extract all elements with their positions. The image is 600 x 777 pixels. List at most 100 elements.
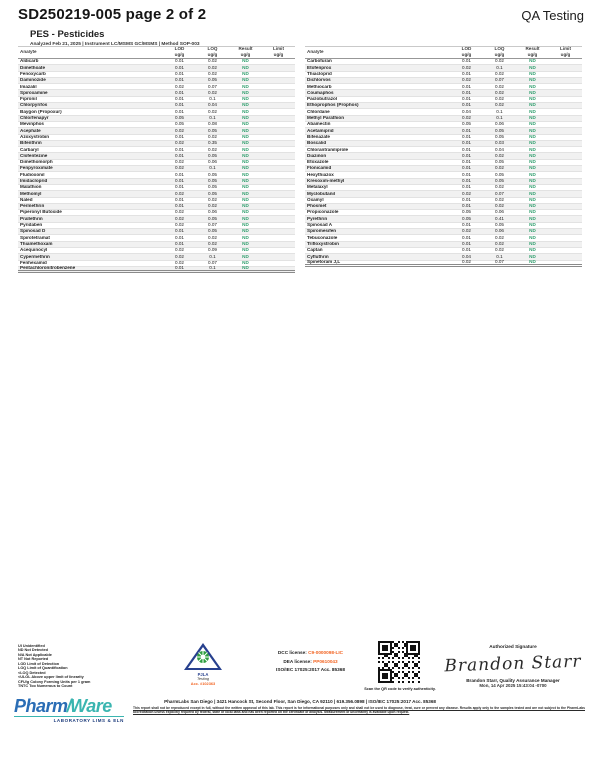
result-value: ND bbox=[242, 203, 249, 209]
lod-value: 0.01 bbox=[175, 171, 184, 177]
pjla-name: PJLA bbox=[197, 672, 209, 677]
table-row: Coumaphos 0.01 0.02 ND bbox=[305, 89, 582, 97]
table-row: Pyridaben 0.02 0.07 ND bbox=[18, 222, 295, 230]
lod-value: 0.01 bbox=[462, 171, 471, 177]
analyte-name: Pentachloronitrobenzene bbox=[20, 266, 76, 271]
result-value: ND bbox=[529, 215, 536, 221]
analyte-name: Aldicarb bbox=[20, 59, 39, 64]
loq-value: 0.05 bbox=[495, 127, 504, 133]
analyte-name: Hexythiazox bbox=[307, 172, 334, 177]
analyte-name: Malathion bbox=[20, 185, 42, 190]
table-row: Clofentezine 0.01 0.05 ND bbox=[18, 152, 295, 160]
result-value: ND bbox=[242, 96, 249, 102]
lod-value: 0.01 bbox=[462, 159, 471, 165]
result-value: ND bbox=[529, 247, 536, 253]
loq-value: 0.08 bbox=[208, 121, 217, 127]
logo-slash-icon: / bbox=[66, 696, 72, 716]
lod-value: 0.01 bbox=[175, 265, 184, 271]
legend-item: LOD Limit of Detection bbox=[18, 661, 60, 666]
lod-value: 0.01 bbox=[462, 70, 471, 76]
result-value: ND bbox=[242, 115, 249, 121]
loq-value: 0.05 bbox=[208, 190, 217, 196]
table-row: Methiocarb 0.01 0.02 ND bbox=[305, 84, 582, 91]
result-value: ND bbox=[529, 133, 536, 139]
table-row: Chlorpyrifos 0.01 0.04 ND bbox=[18, 103, 295, 110]
result-value: ND bbox=[242, 152, 249, 158]
table-row: Piperonyl Butoxide 0.02 0.06 ND bbox=[18, 209, 295, 217]
result-value: ND bbox=[242, 58, 249, 64]
analyte-name: Cyfluthrin bbox=[307, 254, 329, 259]
result-value: ND bbox=[529, 121, 536, 127]
table-row: Fipronil 0.01 0.1 ND bbox=[18, 96, 295, 104]
loq-value: 0.02 bbox=[208, 70, 217, 76]
analyte-name: Cypermethrin bbox=[20, 254, 50, 259]
analyte-name: Dimethoate bbox=[20, 65, 46, 70]
analyte-name: Fludioxonil bbox=[20, 172, 45, 177]
loq-value: 0.06 bbox=[495, 209, 504, 215]
result-value: ND bbox=[242, 247, 249, 253]
pjla-triangle-icon bbox=[184, 643, 222, 670]
lod-value: 0.01 bbox=[462, 184, 471, 190]
result-value: ND bbox=[529, 209, 536, 215]
analyte-name: Methomyl bbox=[20, 191, 42, 196]
column-header-result: Result ug/g bbox=[525, 46, 540, 57]
pharmware-logo: Pharm/Ware LABORATORY LIMS & ELN bbox=[14, 697, 124, 723]
table-row: Daminozide 0.01 0.05 ND bbox=[18, 78, 295, 85]
table-row: Paclobutrazol 0.01 0.02 ND bbox=[305, 97, 582, 104]
lod-value: 0.02 bbox=[175, 247, 184, 253]
analyte-name: Bifenthrin bbox=[20, 141, 42, 146]
column-header-lod: LOD ug/g bbox=[461, 46, 472, 57]
result-value: ND bbox=[242, 171, 249, 177]
table-row: Bifenthrin 0.02 0.35 ND bbox=[18, 140, 295, 148]
result-value: ND bbox=[529, 177, 536, 183]
result-value: ND bbox=[529, 146, 536, 152]
loq-value: 0.05 bbox=[208, 127, 217, 133]
result-value: ND bbox=[529, 77, 536, 83]
dea-license-label: DEA license: bbox=[283, 658, 312, 664]
loq-value: 0.1 bbox=[209, 253, 216, 259]
table-header-row: Analyte LOD ug/g LOQ ug/g Result ug/g Limit ug/g bbox=[18, 46, 295, 59]
loq-value: 0.02 bbox=[495, 240, 504, 246]
result-value: ND bbox=[529, 190, 536, 196]
analyte-name: Pyridaben bbox=[20, 223, 43, 228]
loq-value: 0.05 bbox=[208, 177, 217, 183]
loq-value: 0.1 bbox=[209, 165, 216, 171]
column-header-analyte: Analyte bbox=[307, 50, 324, 55]
table-row: Boscalid 0.01 0.03 ND bbox=[305, 140, 582, 148]
loq-value: 0.02 bbox=[495, 89, 504, 95]
analyte-name: Carbofuran bbox=[307, 59, 332, 64]
analyte-name: Etoxazole bbox=[307, 160, 329, 165]
result-value: ND bbox=[529, 102, 536, 108]
lod-value: 0.01 bbox=[175, 152, 184, 158]
analyte-name: Daminozide bbox=[20, 78, 46, 83]
lab-address-line: PharmLabs San Diego | 3421 Hancock St, S… bbox=[164, 699, 436, 704]
analyte-name: Diazinon bbox=[307, 153, 327, 158]
analyte-name: Azoxystrobin bbox=[20, 134, 50, 139]
table-row: Ethoprophos (Prophos) 0.01 0.02 ND bbox=[305, 102, 582, 110]
analyte-name: Dichlorvos bbox=[307, 78, 331, 83]
table-row: Etofenprox 0.02 0.1 ND bbox=[305, 65, 582, 72]
legend-item: N/A Not Applicable bbox=[18, 652, 52, 657]
analyte-name: Fipronil bbox=[20, 97, 37, 102]
loq-value: 0.02 bbox=[495, 70, 504, 76]
analyte-name: Methyl Parathion bbox=[307, 116, 345, 121]
analyte-name: Spiromesifen bbox=[307, 229, 337, 234]
analyte-name: Flonicamid bbox=[307, 166, 332, 171]
result-value: ND bbox=[242, 127, 249, 133]
lod-value: 0.01 bbox=[462, 140, 471, 146]
lod-value: 0.01 bbox=[462, 133, 471, 139]
loq-value: 0.06 bbox=[208, 209, 217, 215]
loq-value: 0.35 bbox=[208, 140, 217, 146]
analyte-name: Pyrethrin bbox=[307, 216, 328, 221]
column-header-lod: LOD ug/g bbox=[174, 46, 185, 57]
result-value: ND bbox=[529, 253, 536, 259]
lod-value: 0.01 bbox=[175, 96, 184, 102]
result-value: ND bbox=[529, 222, 536, 228]
lod-value: 0.02 bbox=[175, 253, 184, 259]
result-value: ND bbox=[242, 159, 249, 165]
pesticides-results-table: Analyte LOD ug/g LOQ ug/g Result ug/g Limit ug/g… bbox=[18, 46, 582, 274]
table-left-column: Analyte LOD ug/g LOQ ug/g Result ug/g Limit ug/g… bbox=[18, 46, 295, 274]
lod-value: 0.01 bbox=[462, 102, 471, 108]
result-value: ND bbox=[529, 108, 536, 114]
analyte-name: Permethrin bbox=[20, 204, 45, 209]
